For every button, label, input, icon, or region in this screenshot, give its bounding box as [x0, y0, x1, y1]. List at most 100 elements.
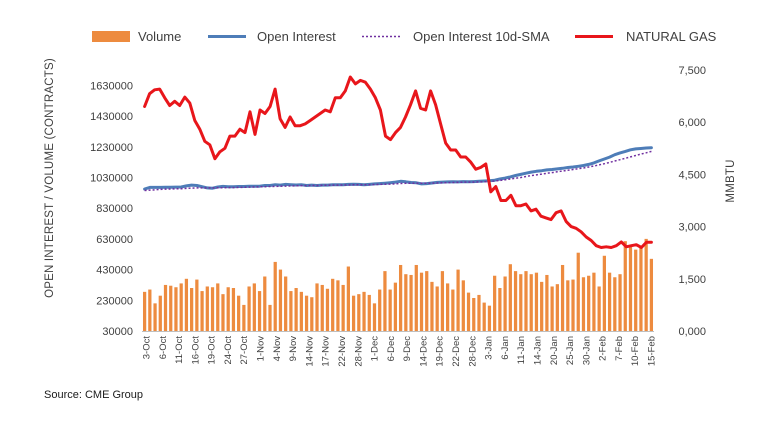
volume-bar — [383, 271, 387, 331]
x-tick-label: 27-Oct — [239, 336, 250, 365]
volume-bar — [482, 302, 486, 331]
x-tick-label: 15-Feb — [647, 336, 658, 366]
volume-bar — [550, 286, 554, 331]
volume-bar — [560, 264, 565, 331]
volume-bar — [493, 275, 497, 331]
volume-bar — [357, 294, 361, 331]
x-tick-label: 14-Nov — [304, 336, 315, 367]
y2-axis-ticks: 0,000 1,500 3,000 4,500 6,000 7,500 — [678, 65, 706, 338]
volume-bar — [466, 292, 471, 331]
legend-label-oi-sma: Open Interest 10d-SMA — [413, 29, 550, 44]
volume-bar — [310, 297, 314, 331]
volume-bar — [597, 286, 601, 331]
volume-bar — [618, 274, 622, 331]
volume-bar — [273, 261, 277, 331]
legend-label-volume: Volume — [138, 29, 181, 44]
volume-bar — [351, 295, 356, 331]
volume-bar — [393, 282, 398, 331]
x-tick-label: 14-Dec — [418, 336, 429, 367]
volume-bar — [566, 280, 570, 331]
x-tick-label: 11-Oct — [174, 336, 185, 364]
volume-bar — [571, 279, 575, 331]
volume-bar — [498, 288, 502, 331]
volume-bar — [268, 304, 272, 331]
volume-bar — [184, 278, 189, 331]
x-tick-label: 28-Dec — [467, 336, 478, 367]
legend-label-open-interest: Open Interest — [257, 29, 336, 44]
volume-bar — [174, 287, 178, 331]
volume-bar — [247, 286, 251, 331]
volume-bar — [607, 272, 612, 331]
y-axis-ticks: 30000 230000 430000 630000 830000 1030000 1230… — [90, 80, 133, 338]
volume-bar — [503, 276, 507, 331]
x-tick-label: 28-Nov — [353, 336, 364, 367]
volume-bar — [644, 238, 648, 331]
volume-bar — [540, 281, 544, 331]
x-tick-label: 9-Nov — [288, 336, 299, 362]
y-tick-label: 830000 — [96, 203, 133, 215]
x-tick-label: 14-Jan — [533, 336, 544, 365]
y-tick-label: 30000 — [102, 326, 133, 338]
x-tick-label: 4-Nov — [272, 336, 283, 362]
x-tick-label: 30-Jan — [581, 336, 592, 365]
volume-bar — [341, 284, 345, 331]
y2-tick-label: 4,500 — [678, 169, 706, 181]
volume-bar — [555, 284, 559, 331]
x-tick-label: 24-Oct — [223, 336, 234, 365]
x-tick-label: 16-Oct — [190, 336, 201, 365]
volume-bar — [169, 285, 173, 331]
volume-bar — [163, 284, 168, 331]
volume-bar — [634, 249, 638, 331]
x-axis-ticks: 3-Oct 6-Oct 11-Oct 16-Oct 19-Oct 24-Oct 27-Oct… — [142, 336, 658, 367]
x-tick-label: 7-Feb — [614, 336, 625, 361]
open-interest-line — [143, 146, 653, 191]
volume-bar — [545, 274, 549, 331]
volume-bar — [628, 246, 633, 331]
volume-bars — [142, 238, 654, 331]
volume-bar — [508, 264, 512, 331]
volume-bar — [419, 272, 424, 331]
volume-bar — [587, 275, 591, 331]
volume-bar — [304, 295, 309, 331]
volume-bar — [190, 288, 194, 331]
x-tick-label: 19-Oct — [207, 336, 218, 365]
x-tick-label: 3-Jan — [484, 336, 495, 360]
volume-bar — [346, 266, 350, 331]
volume-bar — [320, 284, 324, 331]
x-tick-label: 10-Feb — [630, 336, 641, 366]
volume-bar — [237, 295, 241, 331]
volume-bar — [524, 271, 528, 331]
volume-bar — [425, 271, 429, 331]
y-tick-label: 630000 — [96, 234, 133, 246]
volume-bar — [284, 276, 288, 331]
volume-bar — [221, 294, 225, 331]
volume-bar — [639, 245, 643, 331]
volume-bar — [263, 276, 267, 331]
x-tick-label: 3-Oct — [142, 336, 153, 360]
x-tick-label: 6-Jan — [500, 336, 511, 360]
volume-bar — [148, 289, 152, 331]
volume-bar — [519, 274, 523, 331]
volume-bar — [158, 295, 162, 331]
volume-bar — [231, 288, 236, 331]
volume-bar — [623, 241, 627, 331]
x-tick-label: 6-Oct — [158, 336, 169, 360]
volume-bar — [325, 288, 330, 331]
volume-bar — [414, 264, 418, 331]
volume-bar — [242, 304, 246, 331]
natural-gas-line — [143, 75, 653, 249]
x-tick-label: 25-Jan — [565, 336, 576, 365]
x-tick-label: 22-Dec — [451, 336, 462, 367]
volume-bar — [534, 272, 539, 331]
volume-bar — [372, 303, 377, 331]
volume-bar — [581, 277, 586, 331]
volume-bar — [216, 283, 220, 331]
volume-bar — [576, 252, 580, 331]
x-tick-label: 1-Dec — [370, 336, 381, 362]
y-tick-label: 430000 — [96, 265, 133, 277]
y2-tick-label: 0,000 — [678, 326, 706, 338]
volume-bar — [195, 279, 199, 331]
volume-bar — [200, 291, 204, 331]
x-tick-label: 20-Jan — [549, 336, 560, 365]
